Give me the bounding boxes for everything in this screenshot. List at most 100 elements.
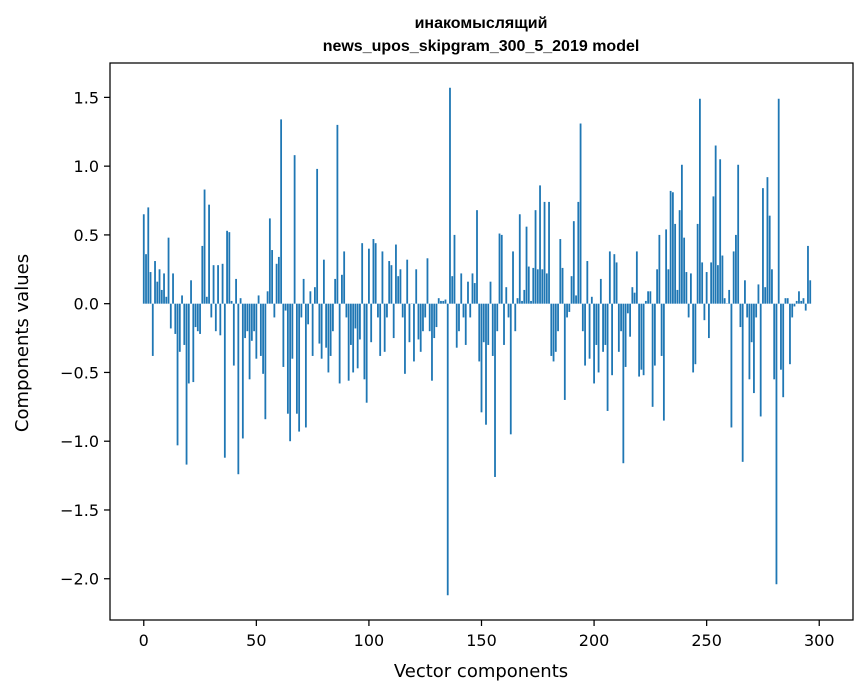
bar-41: [235, 278, 237, 304]
bar-158: [498, 233, 501, 304]
bar-104: [377, 303, 379, 318]
bar-54: [264, 303, 267, 420]
bar-55: [266, 291, 269, 304]
bar-10: [165, 296, 168, 304]
bar-166: [516, 298, 519, 304]
bar-226: [651, 303, 654, 407]
bar-63: [284, 303, 287, 311]
bar-241: [685, 272, 688, 304]
plot-frame: [109, 62, 854, 621]
bar-29: [208, 204, 210, 304]
bar-120: [413, 303, 415, 362]
bar-98: [363, 303, 366, 380]
bar-116: [404, 303, 406, 374]
bar-279: [771, 269, 773, 304]
bar-231: [662, 303, 665, 421]
bar-69: [298, 303, 301, 432]
bar-183: [554, 303, 557, 352]
bar-202: [597, 303, 600, 373]
bar-30: [210, 303, 213, 318]
bar-225: [649, 291, 652, 304]
bar-195: [581, 303, 584, 332]
bar-245: [694, 303, 697, 365]
bar-165: [514, 303, 517, 332]
bar-136: [449, 87, 451, 304]
bar-97: [361, 243, 364, 304]
bar-207: [608, 251, 611, 304]
bar-244: [692, 303, 695, 373]
bar-157: [496, 303, 499, 332]
bar-134: [444, 299, 447, 304]
bar-142: [462, 303, 465, 318]
bar-61: [280, 119, 283, 304]
bar-23: [194, 303, 197, 328]
bar-21: [190, 280, 192, 304]
bar-247: [699, 98, 701, 304]
bar-99: [365, 303, 368, 403]
bar-228: [656, 269, 659, 304]
bar-22: [192, 303, 195, 383]
bar-144: [467, 281, 469, 304]
bar-174: [534, 210, 537, 304]
bar-200: [593, 303, 595, 384]
bar-115: [401, 303, 404, 318]
bar-243: [689, 273, 692, 304]
bar-240: [683, 237, 686, 304]
bar-92: [350, 303, 352, 345]
bar-270: [750, 303, 753, 343]
bar-40: [232, 303, 235, 366]
bar-212: [620, 303, 622, 332]
bar-288: [791, 303, 794, 318]
bar-59: [275, 263, 278, 304]
bar-94: [354, 303, 357, 329]
x-tick-label: 150: [466, 631, 497, 650]
bar-257: [721, 255, 724, 304]
bar-5: [154, 261, 156, 304]
bar-229: [658, 234, 661, 304]
bar-12: [169, 303, 172, 329]
bar-192: [575, 295, 577, 304]
bar-273: [757, 284, 760, 304]
bar-291: [798, 291, 800, 304]
x-tick-label: 50: [246, 631, 266, 650]
bar-296: [809, 280, 812, 304]
bar-7: [158, 269, 161, 304]
bar-2: [147, 207, 150, 304]
bar-56: [268, 218, 271, 304]
bar-103: [374, 243, 377, 304]
bar-209: [613, 254, 616, 304]
bar-65: [289, 303, 292, 442]
bar-284: [782, 303, 785, 398]
bar-77: [316, 168, 319, 304]
bar-163: [509, 303, 512, 435]
bar-143: [464, 303, 467, 345]
bar-198: [588, 303, 591, 359]
y-axis-ticks: −2.0 −1.5 −1.0 −0.5 0.0 0.5 1.0 1.5: [60, 88, 110, 589]
bar-36: [223, 303, 226, 458]
bar-186: [561, 267, 564, 304]
bar-60: [277, 256, 280, 304]
bar-262: [732, 251, 735, 304]
bar-95: [356, 303, 359, 369]
bar-141: [460, 273, 463, 304]
bar-129: [433, 303, 436, 339]
bar-281: [775, 303, 778, 585]
bar-62: [282, 303, 285, 367]
bar-80: [322, 259, 325, 304]
bar-68: [295, 303, 298, 414]
bar-193: [577, 201, 580, 304]
bar-285: [784, 298, 787, 304]
bar-277: [766, 177, 769, 304]
bar-118: [408, 303, 411, 343]
bar-31: [212, 265, 215, 304]
bar-194: [579, 123, 582, 304]
bar-271: [753, 303, 755, 394]
bar-227: [653, 303, 656, 366]
bar-125: [424, 303, 427, 318]
bar-series: [142, 87, 812, 596]
bar-76: [313, 287, 316, 304]
y-tick-label: −1.0: [60, 432, 99, 451]
bar-132: [440, 300, 442, 304]
chart-title-line-2: news_upos_skipgram_300_5_2019 model: [323, 38, 640, 55]
